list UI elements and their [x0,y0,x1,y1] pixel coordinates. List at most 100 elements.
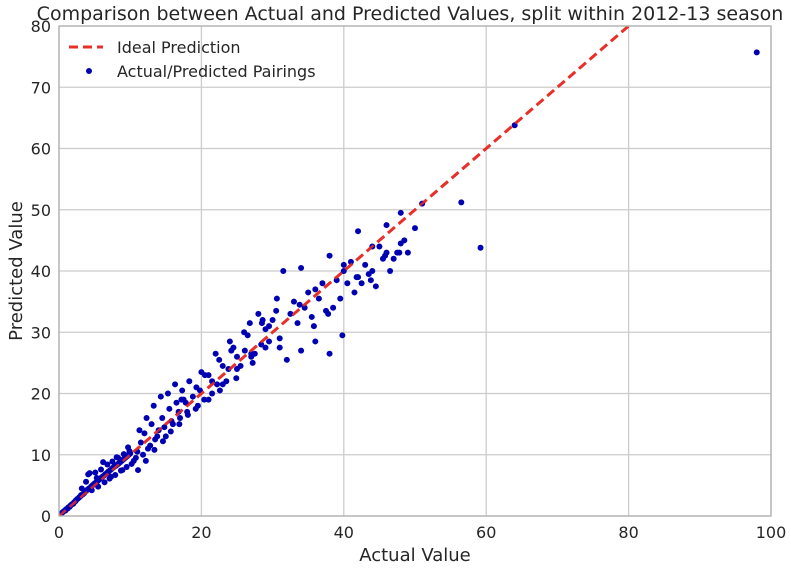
tick-labels: 0 20 40 60 80 100 0 10 20 30 40 50 60 70 80 [31,17,787,542]
scatter-point [404,249,411,256]
scatter-point [298,347,305,354]
scatter-point [315,295,322,302]
scatter-point [159,438,166,445]
y-tick-label: 80 [31,17,51,36]
scatter-point [308,313,315,320]
scatter-point [325,310,332,317]
scatter-point [458,199,465,206]
scatter-point [233,375,240,382]
scatter-point [109,458,116,465]
scatter-point [92,469,99,476]
scatter-point [176,421,183,428]
scatter-point [266,338,273,345]
scatter-point [326,252,333,259]
legend-scatter-label: Actual/Predicted Pairings [117,62,316,81]
scatter-point [143,415,150,421]
scatter-point [135,467,142,474]
scatter-point [132,454,139,461]
y-axis-label: Predicted Value [6,201,27,341]
scatter-point [249,359,256,366]
y-tick-label: 70 [31,78,51,97]
scatter-point [179,387,186,394]
scatter-point [383,222,390,229]
scatter-point [376,243,383,250]
scatter-point [382,252,389,259]
scatter-point [226,338,233,345]
scatter-point [276,344,283,351]
scatter-point [330,304,337,311]
scatter-point [205,372,212,379]
x-axis-label: Actual Value [359,545,471,566]
scatter-point [246,320,253,327]
scatter-point [276,335,283,342]
scatter-point [262,344,269,351]
scatter-point [290,298,297,305]
scatter-point [216,387,223,394]
scatter-point [273,307,280,314]
scatter-point [351,289,358,296]
scatter-point [319,280,326,287]
scatter-point [83,478,90,485]
scatter-point [161,424,168,431]
scatter-point [142,457,149,464]
scatter-point [340,261,347,268]
scatter-point [120,451,127,458]
scatter-point [353,274,360,281]
scatter-point [137,439,144,446]
scatter-point [184,411,191,418]
scatter-point [107,473,114,480]
scatter-point [164,390,171,397]
scatter-point [301,304,308,311]
scatter-point [189,393,196,400]
scatter-point [113,454,120,461]
scatter-point [237,362,244,369]
x-tick-label: 20 [191,523,211,542]
scatter-point [310,323,317,330]
scatter-point [98,466,105,473]
scatter-point [216,356,223,363]
scatter-point [140,451,147,458]
scatter-point [372,283,379,290]
scatter-point [269,317,276,323]
x-tick-label: 100 [756,523,787,542]
scatter-point [173,399,180,406]
scatter-point [337,295,344,302]
scatter-point [128,460,135,467]
scatter-point [88,487,95,494]
y-tick-label: 0 [41,507,51,526]
scatter-point [294,320,301,327]
scatter-point [362,261,369,268]
scatter-point [296,301,303,308]
scatter-point [186,378,193,385]
scatter-point [358,280,365,287]
scatter-point [136,427,143,434]
y-tick-label: 30 [31,323,51,342]
scatter-point [355,228,362,235]
scatter-point [258,341,265,348]
scatter-point [86,470,93,477]
scatter-point [339,332,346,339]
scatter-point [219,362,226,369]
scatter-point [340,268,347,274]
legend-ideal-label: Ideal Prediction [117,38,241,57]
x-tick-label: 40 [334,523,354,542]
scatter-point [101,479,108,486]
scatter-point [312,286,319,293]
scatter-point [387,268,394,274]
scatter-point [205,396,212,403]
scatter-point [147,442,154,449]
scatter-point [259,317,266,323]
scatter-point [753,49,760,56]
scatter-point [344,280,351,287]
scatter-point [178,396,185,403]
scatter-point [151,446,158,453]
scatter-point [298,264,305,271]
scatter-point [166,405,173,412]
scatter-point [390,255,397,262]
scatter-point [93,475,100,482]
scatter-point [119,467,126,474]
plot-area [59,26,760,516]
scatter-point [412,225,418,232]
chart-title: Comparison between Actual and Predicted … [37,3,784,25]
legend-scatter-swatch [86,68,92,74]
